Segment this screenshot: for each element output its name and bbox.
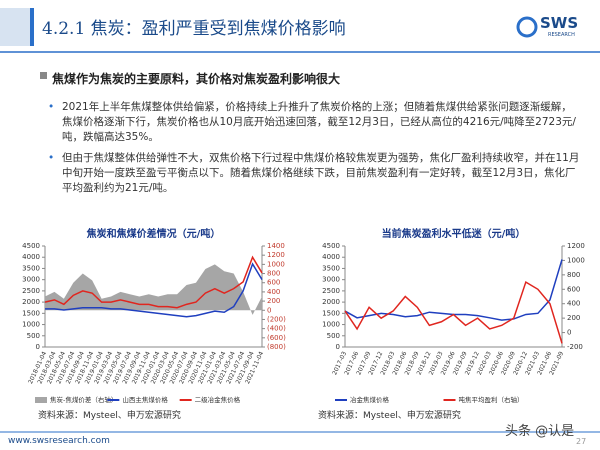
subheading: 焦煤作为焦炭的主要原料，其价格对焦炭盈利影响很大 [52, 72, 341, 86]
y-tick-label: 3500 [22, 264, 40, 272]
y2-tick-label: -200 [567, 343, 583, 351]
line [45, 262, 263, 318]
y-tick-label: 500 [327, 332, 340, 340]
y2-tick-label: 1200 [267, 251, 285, 259]
chart-title: 焦炭和焦煤价差情况（元/吨） [86, 227, 221, 240]
y-tick-label: 2000 [322, 298, 340, 306]
source: 资料来源：Mysteel、申万宏源研究 [318, 411, 461, 421]
legend-label: 焦炭-焦煤价差（右轴） [50, 395, 117, 404]
sub-bullet [40, 72, 47, 79]
y-tick-label: 4500 [22, 242, 40, 250]
line [44, 255, 263, 309]
header-accent-bar [30, 8, 34, 46]
y2-tick-label: (800) [267, 343, 286, 351]
y-tick-label: 1000 [322, 321, 340, 329]
page-number: 27 [576, 437, 587, 446]
chart: 当前焦炭盈利水平低迷（元/吨）0500100015002000250030003… [322, 227, 585, 404]
y2-tick-label: 600 [567, 285, 580, 293]
bullet-text: 但由于焦煤整体供给弹性不大，双焦价格下行过程中焦煤价格较焦炭更为强势，焦化厂盈利… [62, 152, 580, 194]
y-tick-label: 2000 [22, 298, 40, 306]
y-tick-label: 4000 [22, 253, 40, 261]
y2-tick-label: 800 [567, 271, 580, 279]
bullet-dot: • [48, 101, 55, 113]
y-tick-label: 3500 [322, 264, 340, 272]
footer-url: www.swsresearch.com [8, 436, 110, 446]
watermark: 头条 @认是 [505, 424, 575, 439]
y-tick-label: 3000 [322, 276, 340, 284]
logo-text: SWS [540, 14, 579, 32]
source: 资料来源：Mysteel、申万宏源研究 [38, 411, 181, 421]
y-tick-label: 0 [36, 343, 40, 351]
y2-tick-label: 0 [267, 306, 271, 314]
y2-tick-label: 400 [267, 288, 280, 296]
y2-tick-label: 600 [267, 279, 280, 287]
y-tick-label: 2500 [322, 287, 340, 295]
bullet: • 2021年上半年焦煤整体供给偏紧，价格持续上升推升了焦炭价格的上涨；但随着焦煤… [48, 100, 582, 145]
header-accent [0, 8, 30, 46]
logo-subtext: RESEARCH [548, 32, 575, 38]
y-tick-label: 500 [27, 332, 40, 340]
y-tick-label: 2500 [22, 287, 40, 295]
y2-tick-label: 1400 [267, 242, 285, 250]
y-tick-label: 1000 [22, 321, 40, 329]
area [45, 264, 262, 315]
legend-label: 山西主焦煤价格 [122, 395, 168, 404]
legend-label: 二级冶金焦价格 [195, 395, 241, 404]
y2-tick-label: (400) [267, 325, 286, 333]
bullet: • 但由于焦煤整体供给弹性不大，双焦价格下行过程中焦煤价格较焦炭更为强势，焦化厂盈… [48, 151, 582, 196]
legend-swatch [35, 397, 47, 403]
y2-tick-label: (600) [267, 334, 286, 342]
y2-tick-label: 400 [567, 300, 580, 308]
y-tick-label: 4500 [322, 242, 340, 250]
y2-tick-label: 200 [567, 314, 580, 322]
y-tick-label: 1500 [322, 309, 340, 317]
y-tick-label: 0 [336, 343, 340, 351]
y-tick-label: 4000 [322, 253, 340, 261]
slide-title: 4.2.1 焦炭：盈利严重受到焦煤价格影响 [42, 19, 346, 39]
chart-title: 当前焦炭盈利水平低迷（元/吨） [382, 227, 526, 240]
bullet-dot: • [48, 152, 55, 164]
y-tick-label: 3000 [22, 276, 40, 284]
y2-tick-label: 0 [567, 329, 571, 337]
y2-tick-label: 1200 [567, 242, 585, 250]
y2-tick-label: 1000 [267, 260, 285, 268]
line [344, 280, 563, 344]
legend-label: 吨焦平均盈利（右轴） [459, 395, 524, 404]
line [344, 259, 563, 321]
logo-icon [516, 16, 538, 38]
y2-tick-label: 800 [267, 270, 280, 278]
y2-tick-label: 1000 [567, 256, 585, 264]
y2-tick-label: 200 [267, 297, 280, 305]
chart: 焦炭和焦煤价差情况（元/吨）05001000150020002500300035… [22, 227, 286, 404]
y-tick-label: 1500 [22, 309, 40, 317]
legend-label: 冶金焦煤价格 [350, 395, 390, 404]
y2-tick-label: (200) [267, 315, 286, 323]
bullet-text: 2021年上半年焦煤整体供给偏紧，价格持续上升推升了焦炭价格的上涨；但随着焦煤供… [62, 101, 576, 143]
